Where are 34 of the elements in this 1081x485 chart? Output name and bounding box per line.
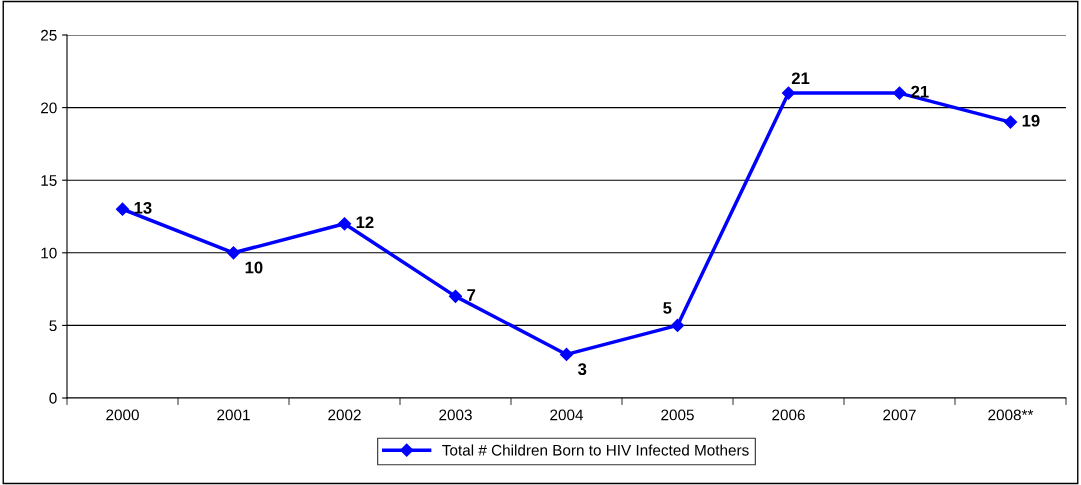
point xyxy=(892,86,907,100)
x-tick-label: 2008** xyxy=(988,409,1034,421)
x-tick-label: 2001 xyxy=(217,409,250,421)
y-tick-label: 10 xyxy=(41,247,57,259)
point xyxy=(226,246,241,260)
x-tick-label: 2002 xyxy=(328,409,361,421)
y-tick-label: 0 xyxy=(49,392,57,404)
point xyxy=(115,202,130,216)
y-tick-label: 15 xyxy=(41,175,57,186)
data-label: 7 xyxy=(467,289,476,301)
x-tick-label: 2006 xyxy=(772,409,805,421)
x-tick-label: 2004 xyxy=(550,409,584,421)
data-label: 13 xyxy=(134,201,152,214)
y-tick-label: 5 xyxy=(49,320,57,332)
point xyxy=(448,289,463,303)
point xyxy=(559,347,574,362)
x-tick-label: 2000 xyxy=(106,409,139,421)
y-tick-label: 20 xyxy=(41,102,57,114)
point xyxy=(670,318,685,332)
point xyxy=(781,86,796,100)
data-label: 21 xyxy=(791,72,810,85)
x-tick-label: 2003 xyxy=(439,409,472,421)
data-label: 19 xyxy=(1022,114,1040,127)
point xyxy=(1003,115,1018,129)
point xyxy=(337,217,352,231)
x-tick-label: 2007 xyxy=(883,409,916,421)
legend-label: Total # Children Born to HIV Infected Mothers xyxy=(442,444,749,456)
data-label: 12 xyxy=(356,216,374,229)
y-tick-label: 25 xyxy=(41,29,57,41)
data-label: 5 xyxy=(663,302,672,314)
data-label: 21 xyxy=(911,85,929,98)
data-label: 10 xyxy=(245,261,263,274)
x-tick-label: 2005 xyxy=(661,409,694,421)
data-label: 3 xyxy=(577,363,587,376)
